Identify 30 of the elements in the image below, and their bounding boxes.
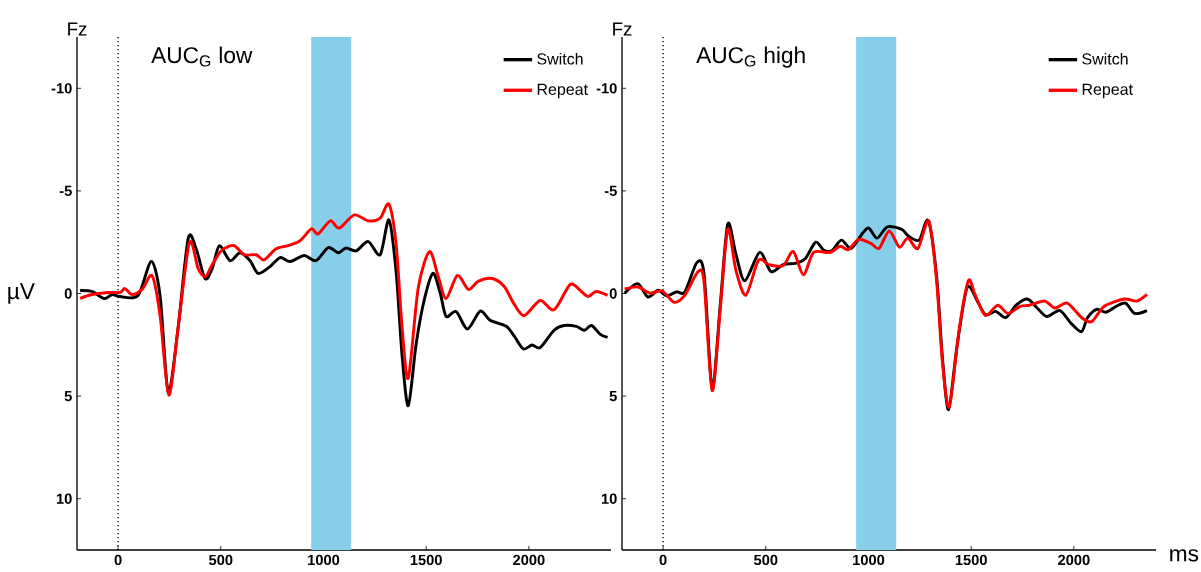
y-tick-label: -5: [604, 185, 617, 197]
y-tick-label: -10: [596, 83, 617, 94]
y-tick-label: 0: [609, 288, 617, 299]
chart-title: AUC$_{G}$ low: [151, 46, 253, 67]
y-tick-label: -5: [59, 185, 72, 197]
x-tick-label: 1500: [955, 554, 987, 566]
y-tick-label: 10: [56, 493, 72, 504]
x-tick-label: 2000: [513, 554, 545, 566]
legend-label: Switch: [1082, 52, 1128, 65]
y-tick-label: 5: [64, 391, 72, 402]
legend-label: Repeat: [1082, 83, 1133, 99]
y-axis-title: µV: [8, 283, 35, 304]
x-axis-title: ms: [1170, 549, 1199, 562]
text: Fz: [613, 22, 632, 36]
legend-label: Switch: [537, 52, 583, 65]
x-tick-label: 0: [659, 554, 667, 566]
y-tick-label: 0: [64, 288, 72, 299]
x-tick-label: 500: [209, 554, 233, 566]
x-tick-label: 1000: [853, 554, 885, 566]
x-tick-label: 1500: [410, 554, 442, 566]
x-tick-label: 1000: [308, 554, 340, 566]
y-tick-label: 5: [609, 391, 617, 402]
text: Fz: [68, 22, 87, 36]
x-tick-label: 0: [114, 554, 122, 566]
y-tick-label: 10: [601, 493, 617, 504]
legend-label: Repeat: [537, 83, 588, 99]
x-tick-label: 2000: [1058, 554, 1090, 566]
chart-title: AUC$_{G}$ high: [696, 46, 805, 68]
x-tick-label: 500: [754, 554, 778, 566]
y-tick-label: -10: [51, 83, 72, 94]
